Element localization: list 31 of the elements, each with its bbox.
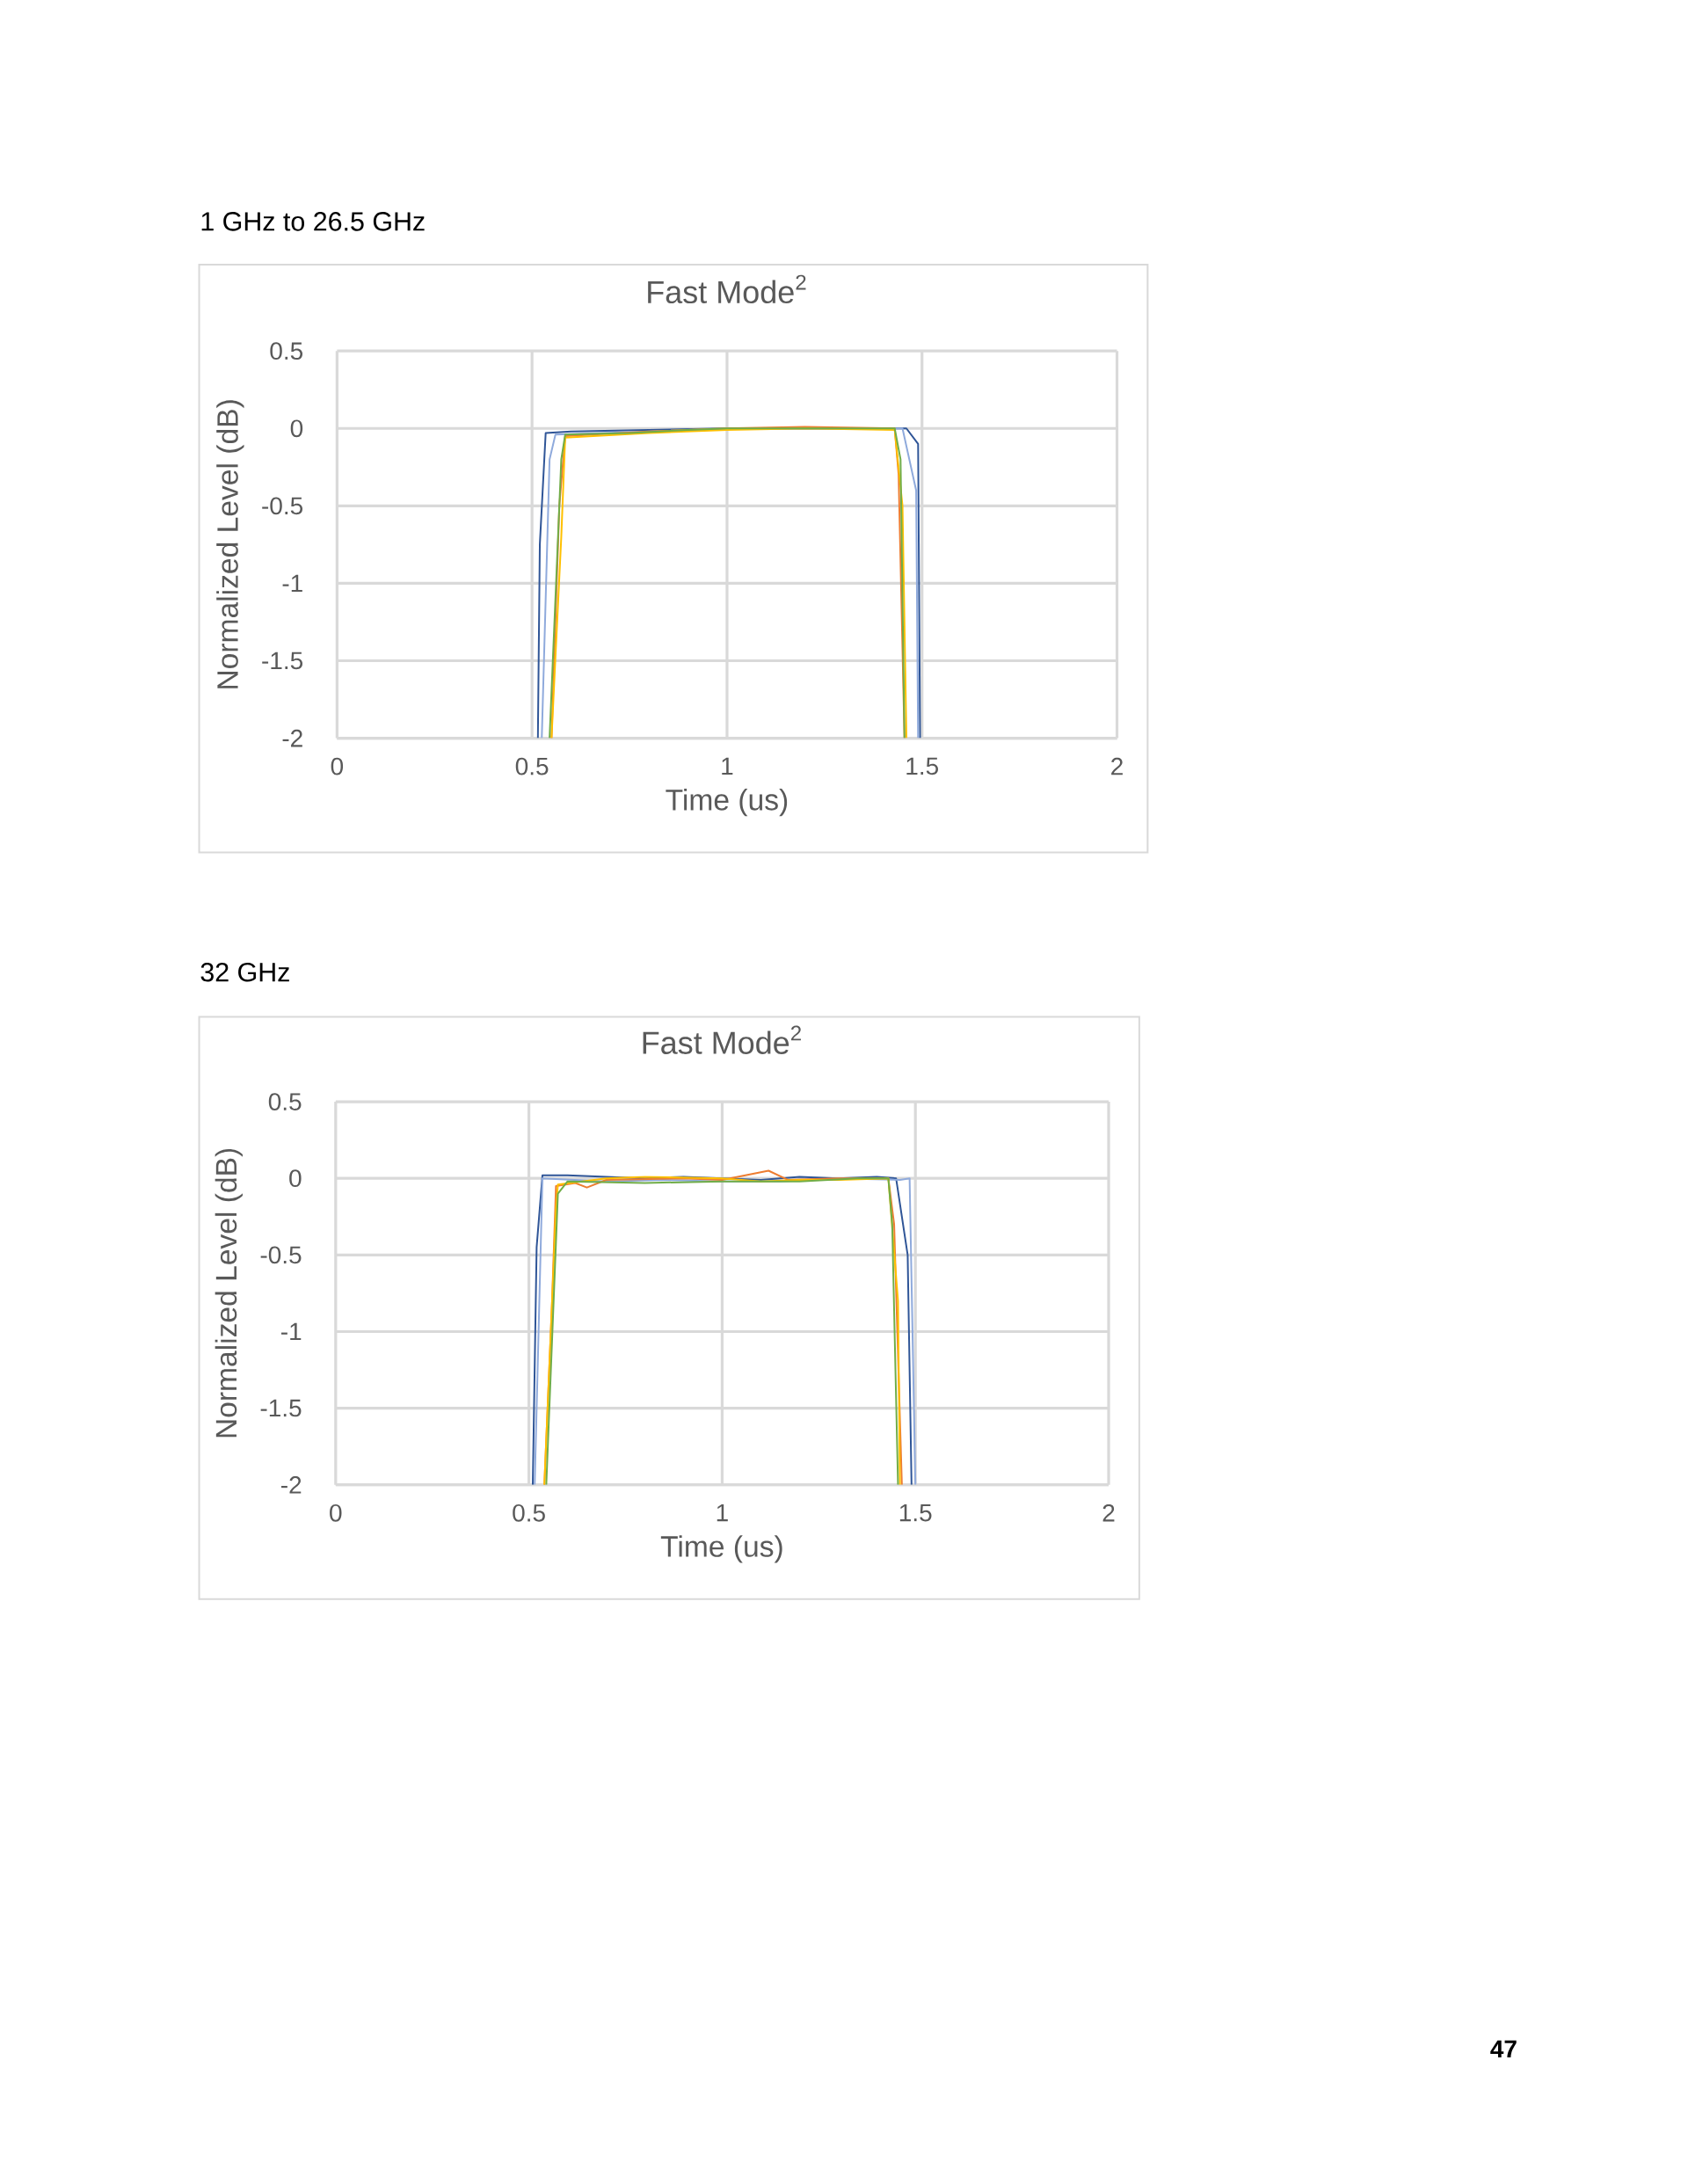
text: 47	[1490, 2040, 1517, 2057]
y-tick-label: -1.5	[260, 1399, 302, 1417]
x-tick-label: 0.5	[515, 757, 549, 775]
y-axis-title: Normalized Level (dB)	[215, 1148, 243, 1438]
y-tick-label: -1	[281, 1322, 302, 1341]
y-tick-label: 0.5	[270, 342, 303, 360]
y-tick-label: -0.5	[262, 497, 303, 515]
x-axis-title: Time (us)	[660, 1535, 782, 1563]
chart-title: Fast Mode$^{2}$	[643, 1025, 801, 1054]
y-tick-label: -2	[282, 729, 302, 747]
y-tick-label: 0	[290, 419, 303, 438]
x-tick-label: 1	[722, 757, 733, 775]
x-tick-label: 1.5	[906, 757, 938, 775]
x-tick-label: 0	[330, 1503, 342, 1522]
y-tick-label: -1	[282, 574, 302, 593]
x-tick-label: 2	[1102, 1503, 1115, 1522]
x-tick-label: 0.5	[513, 1503, 545, 1522]
x-tick-label: 1.5	[899, 1503, 932, 1522]
x-tick-label: 2	[1111, 757, 1123, 775]
y-tick-label: -0.5	[260, 1246, 302, 1264]
chart-title: Fast Mode$^{2}$	[648, 274, 806, 304]
y-tick-label: -1.5	[262, 652, 303, 670]
text: 32 GHz	[200, 962, 289, 982]
text: 1 GHz to 26.5 GHz	[201, 212, 425, 231]
y-axis-title: Normalized Level (dB)	[216, 400, 244, 688]
x-tick-label: 0	[331, 757, 344, 775]
y-tick-label: 0	[289, 1169, 302, 1188]
x-axis-title: Time (us)	[666, 789, 788, 817]
x-tick-label: 1	[717, 1503, 728, 1522]
y-tick-label: 0.5	[268, 1093, 302, 1110]
y-tick-label: -2	[281, 1476, 302, 1494]
